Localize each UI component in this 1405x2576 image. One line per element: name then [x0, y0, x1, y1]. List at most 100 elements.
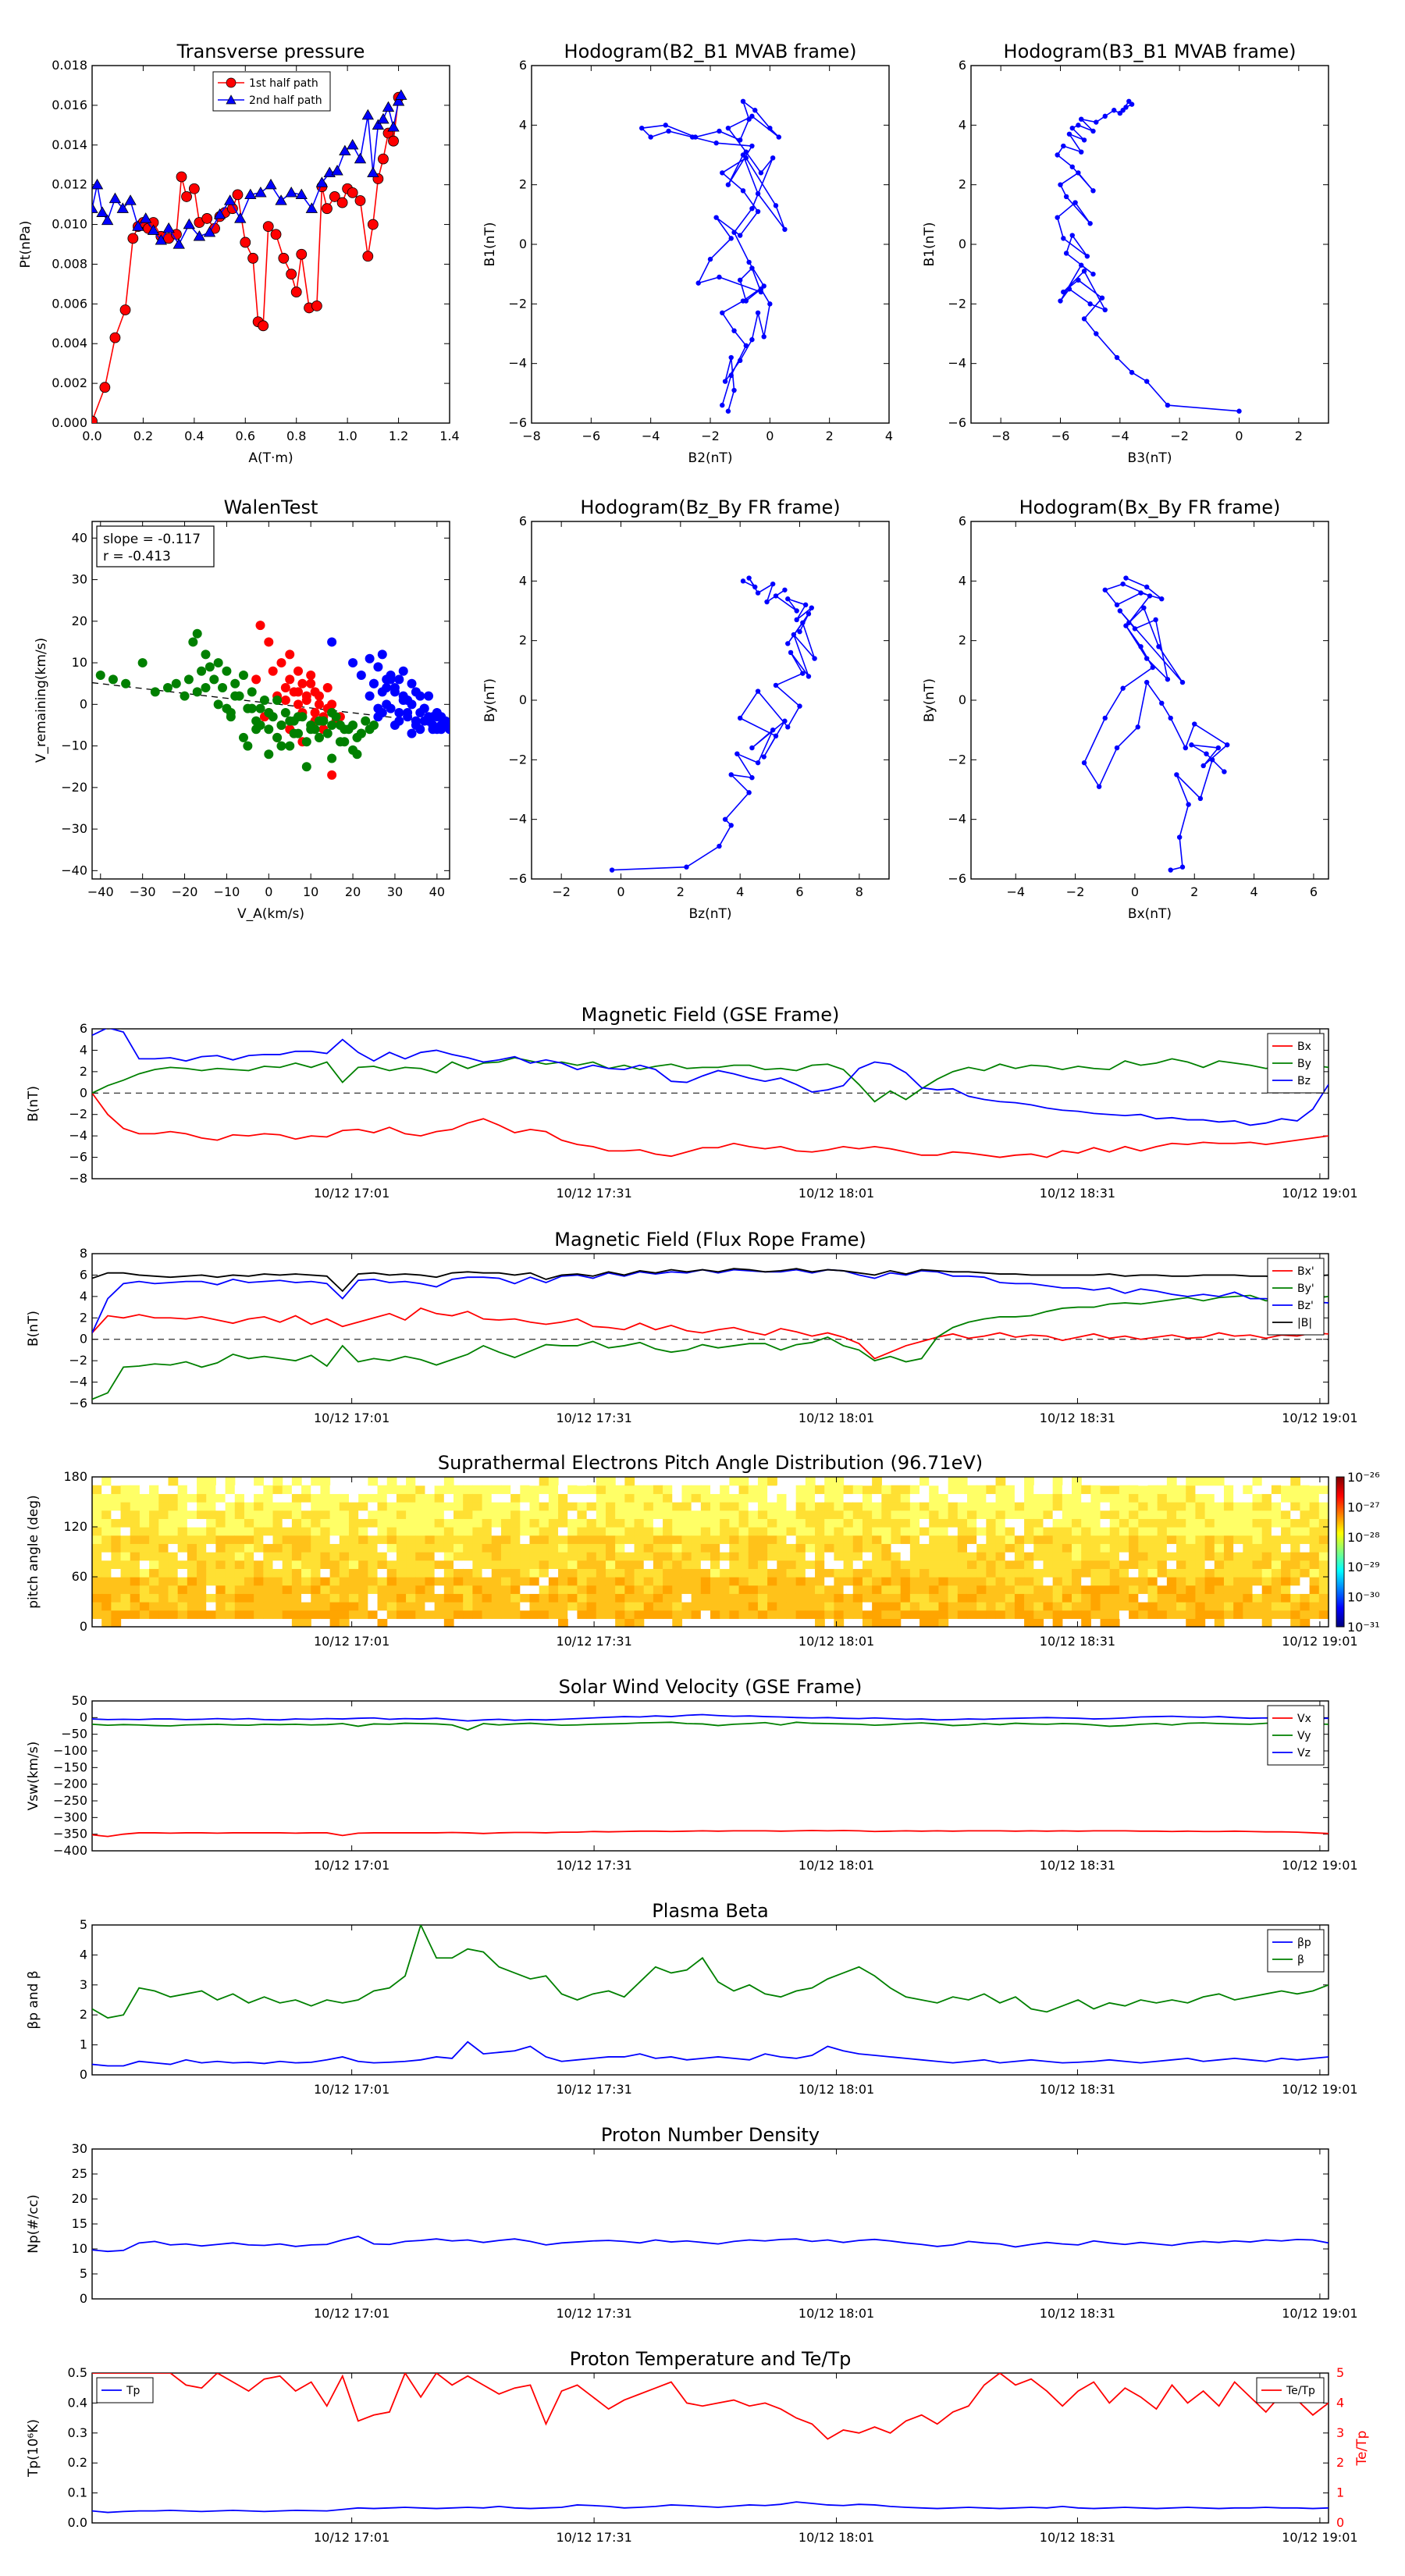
heatmap-cell: [415, 1502, 426, 1511]
heatmap-cell: [291, 1577, 302, 1586]
data-point-triangle: [275, 194, 287, 205]
heatmap-cell: [929, 1602, 940, 1611]
heatmap-cell: [149, 1577, 159, 1586]
heatmap-cell: [748, 1585, 759, 1594]
heatmap-cell: [634, 1560, 645, 1569]
heatmap-cell: [720, 1577, 730, 1586]
heatmap-cell: [700, 1527, 711, 1536]
data-point: [1126, 98, 1132, 104]
heatmap-cell: [1043, 1527, 1054, 1536]
heatmap-cell: [415, 1577, 426, 1586]
heatmap-cell: [1195, 1593, 1206, 1603]
heatmap-cell: [1214, 1485, 1225, 1494]
plot-area: [1081, 575, 1230, 873]
heatmap-cell: [158, 1568, 169, 1578]
heatmap-cell: [472, 1485, 483, 1494]
heatmap-cell: [700, 1585, 711, 1594]
data-point: [1087, 221, 1093, 226]
heatmap-cell: [1204, 1493, 1215, 1503]
heatmap-cell: [1072, 1568, 1082, 1578]
heatmap-cell: [900, 1502, 911, 1511]
heatmap-cell: [1176, 1527, 1186, 1536]
heatmap-cell: [720, 1593, 730, 1603]
heatmap-cell: [757, 1477, 768, 1486]
heatmap-cell: [1261, 1552, 1272, 1561]
heatmap-cell: [187, 1510, 197, 1519]
heatmap-cell: [1062, 1552, 1072, 1561]
heatmap-cell: [663, 1577, 673, 1586]
heatmap-cell: [482, 1527, 493, 1536]
heatmap-cell: [909, 1535, 920, 1544]
heatmap-cell: [482, 1485, 493, 1494]
heatmap-cell: [368, 1485, 379, 1494]
y-tick-label: 25: [72, 2166, 87, 2181]
heatmap-cell: [1033, 1518, 1044, 1528]
heatmap-cell: [1072, 1527, 1082, 1536]
data-point: [1183, 745, 1189, 751]
heatmap-cell: [891, 1502, 902, 1511]
heatmap-cell: [872, 1585, 882, 1594]
heatmap-cell: [463, 1602, 473, 1611]
heatmap-cell: [720, 1568, 730, 1578]
heatmap-cell: [567, 1610, 578, 1619]
heatmap-cell: [463, 1502, 473, 1511]
heatmap-cell: [548, 1593, 559, 1603]
heatmap-cell: [320, 1618, 331, 1628]
heatmap-cell: [1052, 1560, 1063, 1569]
heatmap-cell: [120, 1485, 131, 1494]
heatmap-cell: [1166, 1610, 1177, 1619]
heatmap-cell: [891, 1535, 902, 1544]
scatter-point: [230, 678, 240, 688]
heatmap-cell: [738, 1552, 749, 1561]
heatmap-cell: [577, 1602, 588, 1611]
heatmap-cell: [539, 1610, 550, 1619]
heatmap-cell: [1281, 1543, 1291, 1553]
heatmap-cell: [139, 1493, 150, 1503]
heatmap-cell: [1062, 1527, 1072, 1536]
heatmap-cell: [139, 1568, 150, 1578]
heatmap-cell: [691, 1535, 702, 1544]
heatmap-cell: [1147, 1493, 1158, 1503]
heatmap-cell: [1186, 1535, 1197, 1544]
heatmap-cell: [815, 1552, 825, 1561]
heatmap-cell: [1281, 1568, 1291, 1578]
data-point-circle: [119, 304, 131, 315]
heatmap-cell: [291, 1510, 302, 1519]
heatmap-cell: [529, 1510, 540, 1519]
heatmap-cell: [1166, 1602, 1177, 1611]
heatmap-cell: [1195, 1510, 1206, 1519]
heatmap-cell: [358, 1585, 368, 1594]
heatmap-cell: [1166, 1585, 1177, 1594]
data-point: [782, 718, 788, 724]
heatmap-cell: [529, 1485, 540, 1494]
heatmap-cell: [463, 1568, 473, 1578]
heatmap-cell: [101, 1518, 112, 1528]
heatmap-cell: [929, 1485, 940, 1494]
heatmap-cell: [738, 1518, 749, 1528]
heatmap-cell: [995, 1610, 1006, 1619]
data-point: [1079, 262, 1084, 268]
heatmap-cell: [624, 1593, 635, 1603]
heatmap-cell: [852, 1493, 863, 1503]
heatmap-cell: [168, 1577, 179, 1586]
heatmap-cell: [986, 1527, 997, 1536]
data-point: [1204, 751, 1209, 756]
heatmap-cell: [881, 1585, 892, 1594]
data-point: [1179, 864, 1186, 870]
heatmap-cell: [824, 1552, 834, 1561]
heatmap-cell: [1062, 1485, 1072, 1494]
legend: βpβ: [1267, 1929, 1325, 1973]
data-point-triangle: [155, 234, 168, 245]
heatmap-cell: [254, 1577, 264, 1586]
heatmap-cell: [852, 1593, 863, 1603]
plot-area: [92, 89, 407, 423]
heatmap-cell: [757, 1535, 768, 1544]
heatmap-cell: [406, 1560, 416, 1569]
scatter-point: [382, 683, 392, 693]
heatmap-cell: [1024, 1477, 1034, 1486]
heatmap-cell: [777, 1485, 788, 1494]
data-point: [737, 715, 743, 721]
heatmap-cell: [605, 1560, 616, 1569]
heatmap-cell: [282, 1527, 293, 1536]
heatmap-cell: [415, 1610, 426, 1619]
